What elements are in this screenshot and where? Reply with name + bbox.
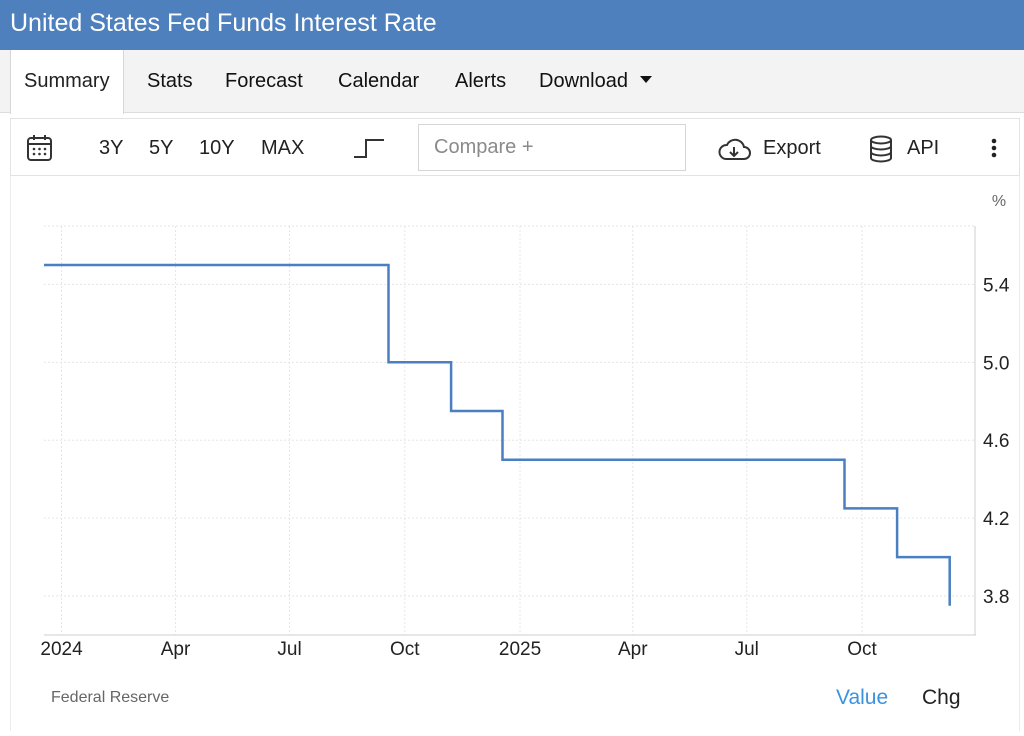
page-title: United States Fed Funds Interest Rate <box>0 0 1024 50</box>
x-tick-label: Oct <box>847 639 877 660</box>
chg-toggle[interactable]: Chg <box>922 686 961 709</box>
compare-input[interactable] <box>418 124 686 171</box>
tab-summary[interactable]: Summary <box>10 50 124 114</box>
range-5y-button[interactable]: 5Y <box>149 137 174 159</box>
chart-area: % 2024 Apr Jul Oct 2025 Apr Jul Oct 3.8 4.2 4.6 5.… <box>10 176 1020 731</box>
tab-calendar[interactable]: Calendar <box>338 70 420 92</box>
x-tick-label: 2024 <box>40 639 83 660</box>
x-tick-label: Apr <box>618 639 648 660</box>
value-toggle[interactable]: Value <box>836 686 889 709</box>
tab-alerts[interactable]: Alerts <box>455 70 507 92</box>
x-tick-label: Oct <box>390 639 420 660</box>
source-label: Federal Reserve <box>51 689 170 706</box>
caret-down-icon <box>639 76 652 84</box>
y-tick-labels: 3.8 4.2 4.6 5.0 5.4 <box>983 275 1010 608</box>
chart-grid <box>44 225 976 635</box>
range-10y-button[interactable]: 10Y <box>199 137 235 159</box>
chart-toolbar: 3Y 5Y 10Y MAX Export API <box>10 118 1020 176</box>
series-group <box>44 263 951 606</box>
range-3y-button[interactable]: 3Y <box>99 137 124 159</box>
x-tick-label: Jul <box>277 639 301 660</box>
tab-download[interactable]: Download <box>539 50 652 113</box>
export-button[interactable]: Export <box>763 137 821 159</box>
more-options-icon[interactable] <box>991 138 997 158</box>
tab-download-label: Download <box>539 70 628 92</box>
y-tick-label: 5.0 <box>983 353 1009 374</box>
step-chart-icon[interactable] <box>353 136 385 160</box>
x-tick-label: 2025 <box>499 639 541 660</box>
tab-stats[interactable]: Stats <box>147 70 193 92</box>
tab-bar: Summary Stats Forecast Calendar Alerts D… <box>0 50 1024 114</box>
y-tick-label: 4.6 <box>983 431 1009 452</box>
api-button[interactable]: API <box>907 137 940 159</box>
calendar-icon[interactable] <box>26 134 53 162</box>
y-unit-label: % <box>992 193 1006 210</box>
database-icon[interactable] <box>869 135 893 163</box>
series-line <box>44 263 951 606</box>
x-tick-label: Jul <box>735 639 759 660</box>
rate-chart: % 2024 Apr Jul Oct 2025 Apr Jul Oct 3.8 4.2 4.6 5.… <box>40 193 1010 660</box>
y-tick-label: 5.4 <box>983 275 1010 296</box>
x-tick-labels: 2024 Apr Jul Oct 2025 Apr Jul Oct <box>40 639 877 660</box>
y-tick-label: 4.2 <box>983 509 1009 530</box>
y-tick-label: 3.8 <box>983 587 1009 608</box>
range-max-button[interactable]: MAX <box>261 137 305 159</box>
tab-forecast[interactable]: Forecast <box>225 70 303 92</box>
x-tick-label: Apr <box>161 639 191 660</box>
cloud-download-icon[interactable] <box>717 136 751 162</box>
